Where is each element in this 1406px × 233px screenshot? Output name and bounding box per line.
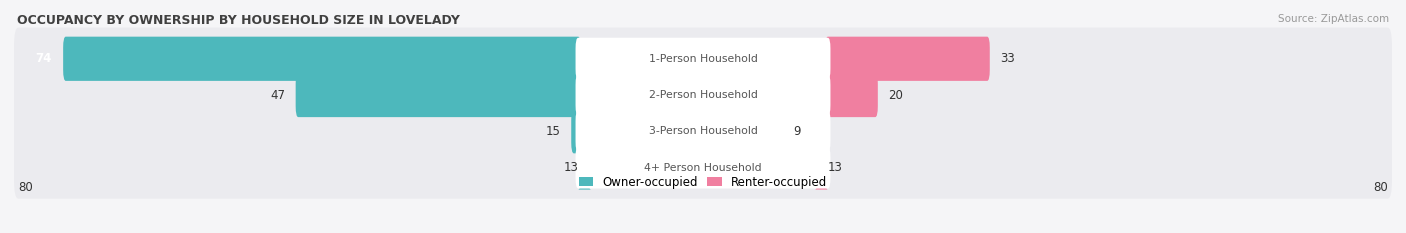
FancyBboxPatch shape <box>14 27 1392 90</box>
FancyBboxPatch shape <box>575 147 831 188</box>
Text: 4+ Person Household: 4+ Person Household <box>644 162 762 172</box>
Text: Source: ZipAtlas.com: Source: ZipAtlas.com <box>1278 14 1389 24</box>
Text: 13: 13 <box>564 161 578 174</box>
Legend: Owner-occupied, Renter-occupied: Owner-occupied, Renter-occupied <box>574 171 832 193</box>
FancyBboxPatch shape <box>780 109 828 153</box>
FancyBboxPatch shape <box>14 64 1392 126</box>
FancyBboxPatch shape <box>571 109 581 153</box>
Text: OCCUPANCY BY OWNERSHIP BY HOUSEHOLD SIZE IN LOVELADY: OCCUPANCY BY OWNERSHIP BY HOUSEHOLD SIZE… <box>17 14 460 27</box>
FancyBboxPatch shape <box>825 73 877 117</box>
Text: 15: 15 <box>546 125 561 138</box>
Text: 13: 13 <box>828 161 842 174</box>
FancyBboxPatch shape <box>14 100 1392 162</box>
FancyBboxPatch shape <box>63 37 581 81</box>
Text: 3-Person Household: 3-Person Household <box>648 126 758 136</box>
Text: 33: 33 <box>1000 52 1015 65</box>
FancyBboxPatch shape <box>575 110 831 152</box>
Text: 80: 80 <box>18 181 34 194</box>
FancyBboxPatch shape <box>575 38 831 80</box>
Text: 2-Person Household: 2-Person Household <box>648 90 758 100</box>
FancyBboxPatch shape <box>578 145 591 190</box>
FancyBboxPatch shape <box>575 74 831 116</box>
FancyBboxPatch shape <box>14 136 1392 199</box>
FancyBboxPatch shape <box>295 73 581 117</box>
Text: 74: 74 <box>35 52 52 65</box>
Text: 80: 80 <box>1372 181 1388 194</box>
Text: 1-Person Household: 1-Person Household <box>648 54 758 64</box>
FancyBboxPatch shape <box>825 37 990 81</box>
FancyBboxPatch shape <box>815 145 828 190</box>
Text: 9: 9 <box>793 125 801 138</box>
Text: 20: 20 <box>889 89 903 102</box>
Text: 47: 47 <box>270 89 285 102</box>
